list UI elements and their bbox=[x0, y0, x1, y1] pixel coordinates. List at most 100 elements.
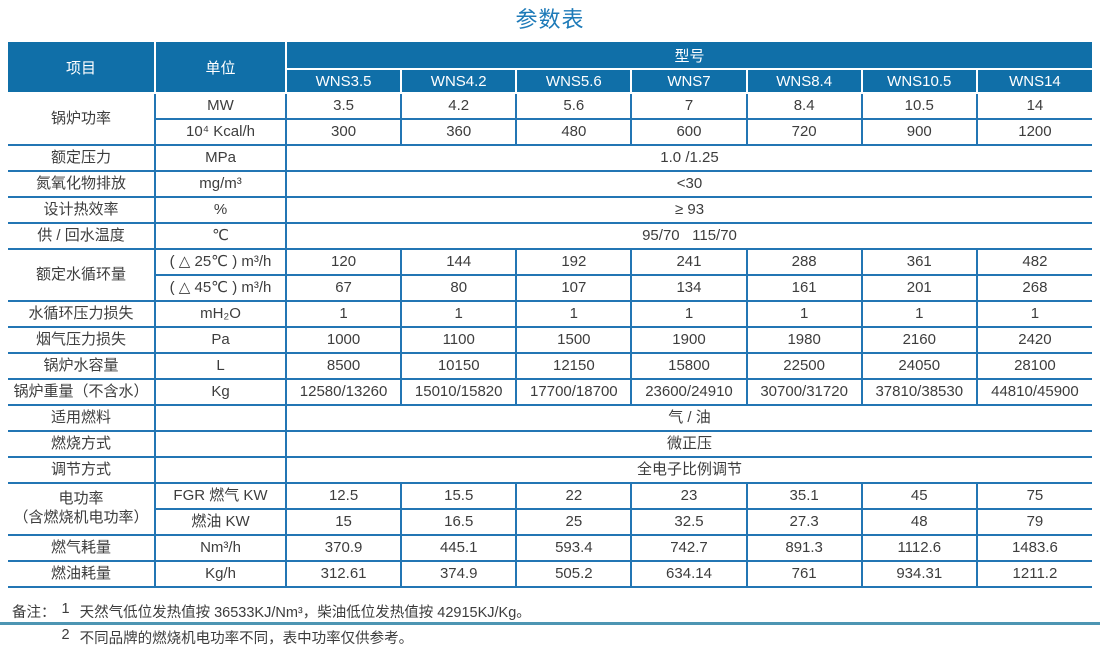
value-cell-merged: 1.0 /1.25 bbox=[285, 144, 1092, 172]
remarks-prefix: 备注： bbox=[12, 605, 56, 621]
value-cell: 37810/38530 bbox=[860, 378, 978, 406]
value-cell: 12.5 bbox=[284, 482, 403, 510]
value-cell: 505.2 bbox=[515, 560, 633, 588]
value-cell: 361 bbox=[860, 248, 978, 276]
remark-line: 2 不同品牌的燃烧机电功率不同，表中功率仅供参考。 bbox=[62, 627, 531, 648]
row-label: 燃烧方式 bbox=[8, 430, 156, 458]
value-cell: 23600/24910 bbox=[630, 378, 748, 406]
model-row: WNS3.5 WNS4.2 WNS5.6 WNS7 WNS8.4 WNS10.5 WNS14 bbox=[8, 68, 1092, 94]
value-cell: 17700/18700 bbox=[515, 378, 633, 406]
value-cell: 45 bbox=[860, 482, 978, 510]
unit-cell: Nm³/h bbox=[154, 534, 287, 562]
page-title: 参数表 bbox=[515, 7, 585, 32]
value-cell: 15 bbox=[284, 508, 403, 536]
unit-cell: 10⁴ Kcal/h bbox=[155, 118, 287, 146]
remark-number: 2 bbox=[61, 627, 70, 643]
row-label: 供 / 回水温度 bbox=[8, 222, 156, 250]
column-header-model: WNS10.5 bbox=[860, 68, 978, 94]
unit-cell: FGR 燃气 KW bbox=[154, 482, 287, 510]
value-cell-merged: 微正压 bbox=[285, 430, 1092, 458]
unit-cell: mH₂O bbox=[154, 300, 287, 328]
unit-cell: ( △ 25℃ ) m³/h bbox=[154, 248, 287, 276]
value-cell: 5.6 bbox=[515, 92, 633, 120]
value-cell: 891.3 bbox=[745, 534, 863, 562]
value-cell: 24050 bbox=[860, 352, 978, 380]
value-cell: 10150 bbox=[400, 352, 518, 380]
row-label: 适用燃料 bbox=[8, 404, 156, 432]
value-cell: 22 bbox=[515, 482, 633, 510]
table-row: 额定水循环量( △ 25℃ ) m³/h 120 144 192 241 288 361 48… bbox=[8, 248, 1092, 302]
table-row: 设计热效率% ≥ 93 bbox=[8, 196, 1092, 224]
value-cell: 593.4 bbox=[515, 534, 633, 562]
column-header-unit: 单位 bbox=[154, 42, 287, 94]
table-row: 燃烧方式 微正压 bbox=[8, 430, 1092, 458]
value-cell: 312.61 bbox=[284, 560, 403, 588]
value-cell: 900 bbox=[860, 118, 978, 146]
spec-table: 项目 单位 型号 WNS3.5 WNS4.2 WNS5.6 WNS7 WNS8.4 WNS… bbox=[8, 42, 1092, 588]
value-cell-merged: 95/70 115/70 bbox=[285, 222, 1092, 250]
value-cell: 1 bbox=[630, 300, 748, 328]
value-cell: 2420 bbox=[975, 326, 1092, 354]
value-cell: 28100 bbox=[975, 352, 1092, 380]
value-cell: 10.5 bbox=[860, 92, 978, 120]
remarks: 备注： 1 天然气低位发热值按 36533KJ/Nm³，柴油低位发热值按 429… bbox=[12, 601, 1088, 653]
table-row: ( △ 45℃ ) m³/h 67 80 107 134 161 201 268 bbox=[8, 274, 1092, 302]
table-row: 额定压力 MPa 1.0 /1.25 bbox=[8, 144, 1092, 172]
value-cell-merged: 气 / 油 bbox=[285, 404, 1092, 432]
remark-number: 1 bbox=[61, 601, 70, 617]
value-cell: 1 bbox=[284, 300, 403, 328]
column-header-model: WNS3.5 bbox=[286, 68, 403, 94]
table-row: 电功率 （含燃烧机电功率） FGR 燃气 KW 12.5 15.5 22 23 35.1 45… bbox=[8, 482, 1092, 536]
remark-text: 天然气低位发热值按 36533KJ/Nm³，柴油低位发热值按 42915KJ/K… bbox=[79, 605, 531, 621]
value-cell: 8.4 bbox=[745, 92, 863, 120]
value-cell: 134 bbox=[630, 274, 748, 302]
value-cell: 482 bbox=[975, 248, 1092, 276]
value-cell: 742.7 bbox=[630, 534, 748, 562]
row-label: 额定水循环量 bbox=[8, 248, 156, 302]
value-cell: 600 bbox=[630, 118, 748, 146]
unit-cell bbox=[154, 456, 287, 484]
table-row: 燃油耗量 Kg/h 312.61 374.9 505.2 634.14 761 934.31 1… bbox=[8, 560, 1092, 588]
value-cell: 1211.2 bbox=[975, 560, 1092, 588]
value-cell: 80 bbox=[400, 274, 518, 302]
value-cell: 192 bbox=[515, 248, 633, 276]
row-label: 燃气耗量 bbox=[8, 534, 156, 562]
value-cell: 1 bbox=[400, 300, 518, 328]
table-row: 水循环压力损失 mH₂O 1 1 1 1 1 1 1 bbox=[8, 300, 1092, 328]
value-cell: 14 bbox=[975, 92, 1092, 120]
row-label: 额定压力 bbox=[8, 144, 156, 172]
value-cell: 201 bbox=[860, 274, 978, 302]
value-cell: 1100 bbox=[400, 326, 518, 354]
value-cell: 23 bbox=[630, 482, 748, 510]
value-cell: 25 bbox=[515, 508, 633, 536]
column-header-model: WNS5.6 bbox=[515, 68, 633, 94]
value-cell: 12580/13260 bbox=[284, 378, 403, 406]
value-cell: 120 bbox=[284, 248, 403, 276]
header-row-top: 项目 单位 型号 bbox=[8, 42, 1092, 94]
value-cell: 934.31 bbox=[860, 560, 978, 588]
value-cell: 75 bbox=[975, 482, 1092, 510]
value-cell: 32.5 bbox=[630, 508, 748, 536]
unit-cell: Kg bbox=[154, 378, 287, 406]
value-cell: 761 bbox=[745, 560, 863, 588]
row-label: 锅炉功率 bbox=[8, 92, 156, 146]
table-row: 燃油 KW 15 16.5 25 32.5 27.3 48 79 bbox=[8, 508, 1092, 536]
column-header-model-group: 型号 bbox=[285, 42, 1092, 70]
unit-cell: % bbox=[154, 196, 287, 224]
row-label: 烟气压力损失 bbox=[8, 326, 156, 354]
row-label: 设计热效率 bbox=[8, 196, 156, 224]
value-cell: 300 bbox=[284, 118, 403, 146]
value-cell-merged: ≥ 93 bbox=[285, 196, 1092, 224]
unit-cell: ℃ bbox=[154, 222, 287, 250]
value-cell: 30700/31720 bbox=[745, 378, 863, 406]
value-cell: 1 bbox=[515, 300, 633, 328]
value-cell: 35.1 bbox=[745, 482, 863, 510]
unit-cell: ( △ 45℃ ) m³/h bbox=[155, 274, 287, 302]
spec-table-head: 项目 单位 型号 WNS3.5 WNS4.2 WNS5.6 WNS7 WNS8.4 WNS… bbox=[8, 42, 1092, 94]
unit-cell: MPa bbox=[154, 144, 287, 172]
value-cell: 1112.6 bbox=[860, 534, 978, 562]
unit-cell bbox=[154, 430, 287, 458]
value-cell: 2160 bbox=[860, 326, 978, 354]
value-cell: 27.3 bbox=[745, 508, 863, 536]
value-cell: 67 bbox=[284, 274, 403, 302]
